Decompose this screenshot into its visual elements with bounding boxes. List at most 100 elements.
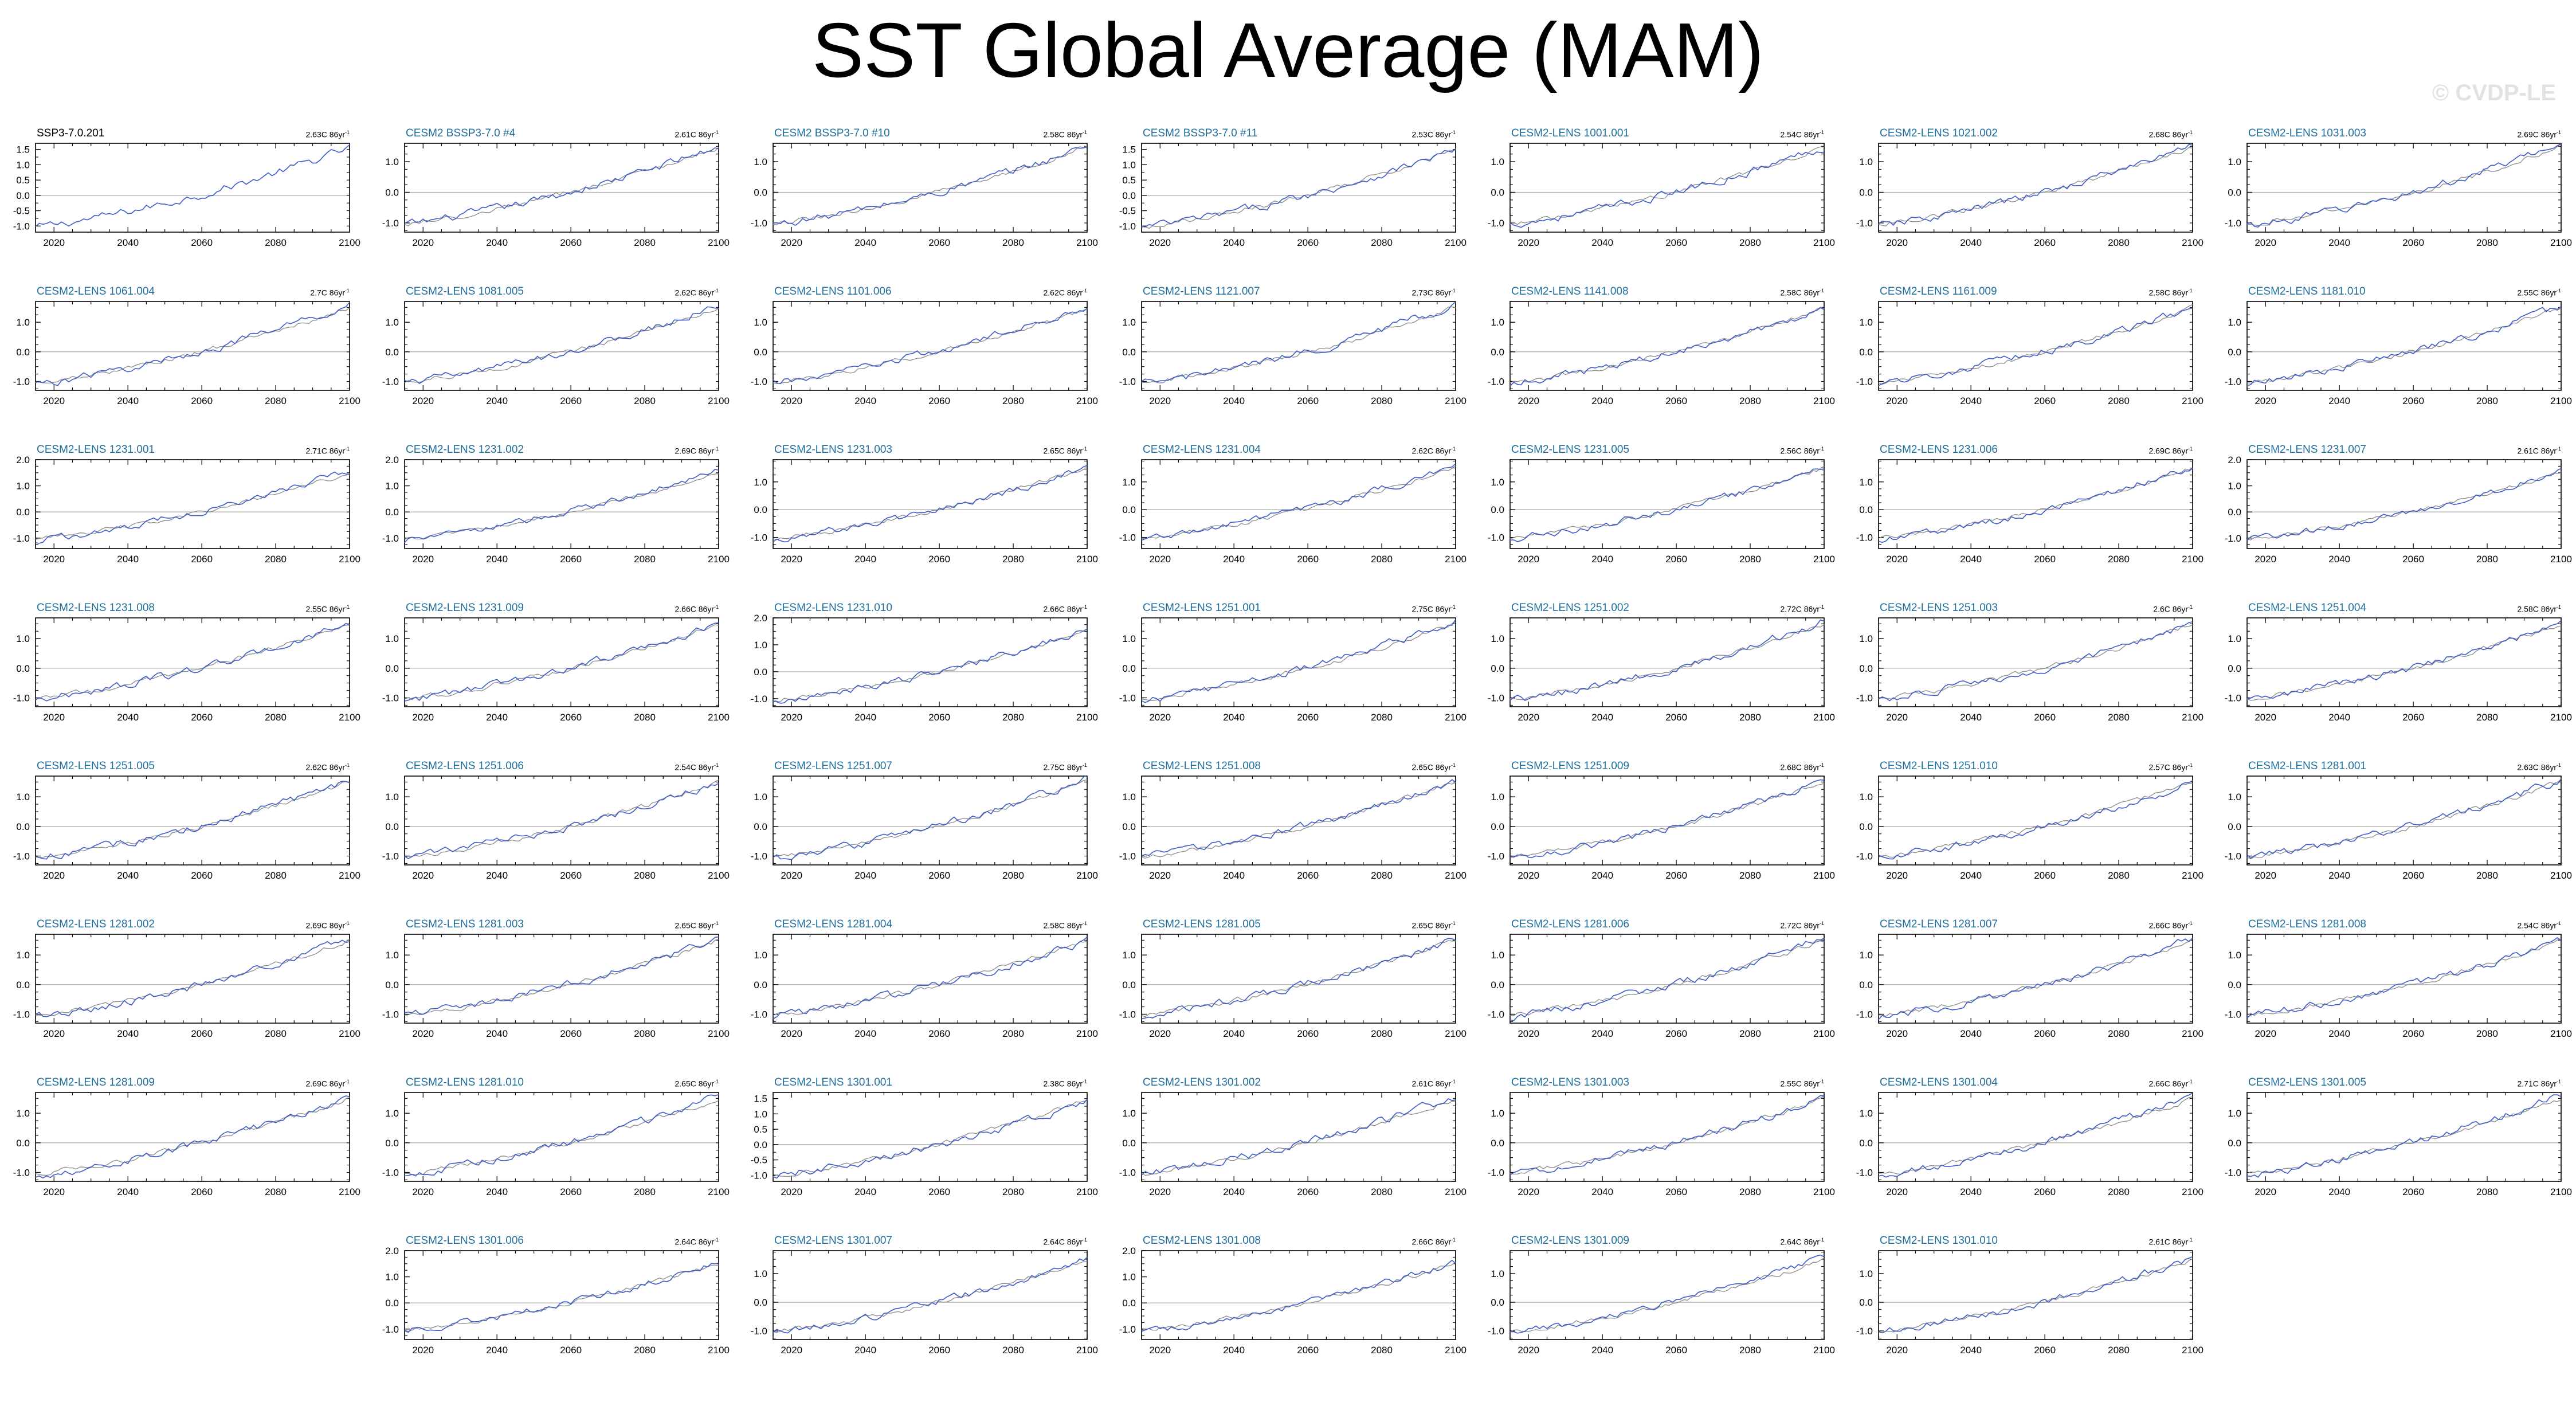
reference-series-line — [1878, 624, 2193, 700]
y-tick-label: -1.0 — [382, 693, 399, 704]
plot-frame — [1509, 459, 1825, 549]
panel-trend-label: 2.66C 86yr-1 — [1043, 604, 1088, 614]
x-tick-label: 2020 — [43, 395, 65, 406]
x-tick-label: 2020 — [1149, 1186, 1171, 1197]
panel-title: CESM2-LENS 1081.005 — [406, 285, 524, 297]
y-tick-label: 0.0 — [2228, 507, 2241, 518]
reference-series-line — [35, 307, 350, 383]
x-tick-label: 2080 — [1371, 1028, 1393, 1039]
chart-panel: CESM2-LENS 1251.004 2.58C 86yr-1 2020 2040 2… — [2212, 602, 2572, 737]
reference-series-line — [1141, 465, 1456, 539]
panel-plot: 2020 2040 2060 2080 2100 -1.0 -0.5 0.0 0.5 1.0 1.5 — [1119, 143, 1467, 248]
chart-panel: CESM2-LENS 1251.005 2.62C 86yr-1 2020 2040 2… — [0, 760, 360, 895]
panel-title: CESM2-LENS 1001.001 — [1511, 127, 1629, 139]
reference-series-line — [404, 938, 719, 1016]
reference-series-line — [1878, 783, 2193, 858]
y-tick-label: 0.0 — [2228, 347, 2241, 358]
y-tick-label: 0.0 — [16, 1138, 30, 1149]
plot-frame — [1141, 617, 1456, 707]
x-tick-label: 2060 — [1297, 554, 1319, 565]
x-tick-label: 2020 — [1886, 237, 1908, 248]
y-tick-label: -1.0 — [1119, 693, 1136, 704]
panel-plot: 2020 2040 2060 2080 2100 -1.0 0.0 1.0 — [382, 934, 730, 1039]
plot-frame — [404, 776, 719, 865]
x-tick-label: 2100 — [708, 395, 730, 406]
plot-frame — [35, 934, 350, 1024]
x-tick-label: 2060 — [1665, 395, 1687, 406]
x-tick-label: 2060 — [1297, 712, 1319, 723]
y-tick-label: -1.0 — [1856, 218, 1873, 229]
panel-trend-label: 2.66C 86yr-1 — [2148, 1079, 2193, 1088]
x-tick-label: 2040 — [117, 870, 139, 881]
panel-title: CESM2-LENS 1231.010 — [774, 602, 892, 614]
x-tick-label: 2060 — [191, 554, 213, 565]
x-tick-label: 2080 — [2108, 395, 2130, 406]
x-tick-label: 2080 — [2108, 237, 2130, 248]
y-tick-label: 0.0 — [1491, 1297, 1504, 1308]
x-tick-label: 2060 — [1297, 1028, 1319, 1039]
plot-frame — [404, 143, 719, 233]
x-tick-label: 2060 — [2402, 712, 2424, 723]
chart-panel: CESM2-LENS 1281.004 2.58C 86yr-1 2020 2040 2… — [738, 918, 1098, 1053]
panel-trend-label: 2.68C 86yr-1 — [2148, 130, 2193, 139]
x-tick-label: 2080 — [2476, 395, 2498, 406]
panel-trend-label: 2.73C 86yr-1 — [1411, 288, 1456, 297]
chart-panel: CESM2-LENS 1231.008 2.55C 86yr-1 2020 2040 2… — [0, 602, 360, 737]
x-tick-label: 2060 — [2402, 1186, 2424, 1197]
panel-title: CESM2-LENS 1231.006 — [1880, 444, 1998, 456]
x-tick-label: 2060 — [2402, 1028, 2424, 1039]
x-tick-label: 2080 — [634, 554, 656, 565]
x-tick-label: 2080 — [2476, 1186, 2498, 1197]
panel-plot: 2020 2040 2060 2080 2100 -1.0 0.0 1.0 — [1488, 459, 1835, 565]
chart-panel: CESM2-LENS 1301.006 2.64C 86yr-1 2020 2040 2… — [369, 1235, 730, 1369]
x-tick-label: 2080 — [1739, 870, 1761, 881]
x-tick-label: 2020 — [1149, 1345, 1171, 1356]
chart-panel: CESM2-LENS 1231.009 2.66C 86yr-1 2020 2040 2… — [369, 602, 730, 737]
member-series-line — [773, 465, 1088, 543]
x-tick-label: 2040 — [1223, 237, 1245, 248]
x-tick-label: 2080 — [1739, 237, 1761, 248]
y-tick-label: 1.0 — [2228, 950, 2241, 961]
x-tick-label: 2080 — [1739, 395, 1761, 406]
reference-series-line — [773, 1100, 1088, 1177]
x-tick-label: 2040 — [117, 712, 139, 723]
x-tick-label: 2080 — [634, 1345, 656, 1356]
panel-trend-label: 2.72C 86yr-1 — [1780, 604, 1825, 614]
x-tick-label: 2060 — [2034, 237, 2056, 248]
panel-title: CESM2-LENS 1141.008 — [1511, 285, 1629, 297]
panel-title: CESM2-LENS 1231.009 — [406, 602, 524, 614]
panel-title: CESM2-LENS 1231.008 — [37, 602, 155, 614]
x-tick-label: 2060 — [2402, 554, 2424, 565]
chart-panel: CESM2-LENS 1231.003 2.65C 86yr-1 2020 2040 2… — [738, 444, 1098, 578]
y-tick-label: 1.0 — [754, 317, 767, 328]
y-tick-label: 1.0 — [385, 317, 399, 328]
chart-panel: CESM2-LENS 1031.003 2.69C 86yr-1 2020 2040 2… — [2212, 127, 2572, 262]
x-tick-label: 2080 — [265, 1028, 287, 1039]
plot-frame — [2246, 617, 2562, 707]
x-tick-label: 2080 — [1002, 1345, 1024, 1356]
member-series-line — [773, 146, 1088, 226]
x-tick-label: 2060 — [560, 237, 582, 248]
x-tick-label: 2080 — [1002, 237, 1024, 248]
y-tick-label: 0.0 — [385, 1138, 399, 1149]
panel-plot: 2020 2040 2060 2080 2100 -1.0 0.0 1.0 — [2225, 934, 2572, 1039]
y-tick-label: -1.0 — [2225, 218, 2241, 229]
panel-title: CESM2-LENS 1281.009 — [37, 1076, 155, 1088]
y-tick-label: 1.0 — [1491, 156, 1504, 167]
y-tick-label: 0.0 — [1122, 347, 1136, 358]
member-series-line — [1141, 619, 1456, 703]
panel-title: CESM2-LENS 1121.007 — [1143, 285, 1260, 297]
x-tick-label: 2080 — [1371, 870, 1393, 881]
panel-title: CESM2-LENS 1021.002 — [1880, 127, 1998, 139]
y-tick-label: 1.0 — [754, 1109, 767, 1119]
member-series-line — [773, 937, 1088, 1020]
x-tick-label: 2080 — [1371, 554, 1393, 565]
x-tick-label: 2080 — [634, 1028, 656, 1039]
plot-frame — [2246, 776, 2562, 865]
chart-panel: CESM2-LENS 1251.009 2.68C 86yr-1 2020 2040 2… — [1475, 760, 1835, 895]
y-tick-label: -1.0 — [1488, 1326, 1504, 1337]
panel-trend-label: 2.58C 86yr-1 — [1780, 288, 1825, 297]
panel-title: CESM2-LENS 1251.009 — [1511, 760, 1629, 772]
x-tick-label: 2040 — [1591, 395, 1613, 406]
panel-plot: 2020 2040 2060 2080 2100 -1.0 0.0 1.0 — [382, 617, 730, 723]
